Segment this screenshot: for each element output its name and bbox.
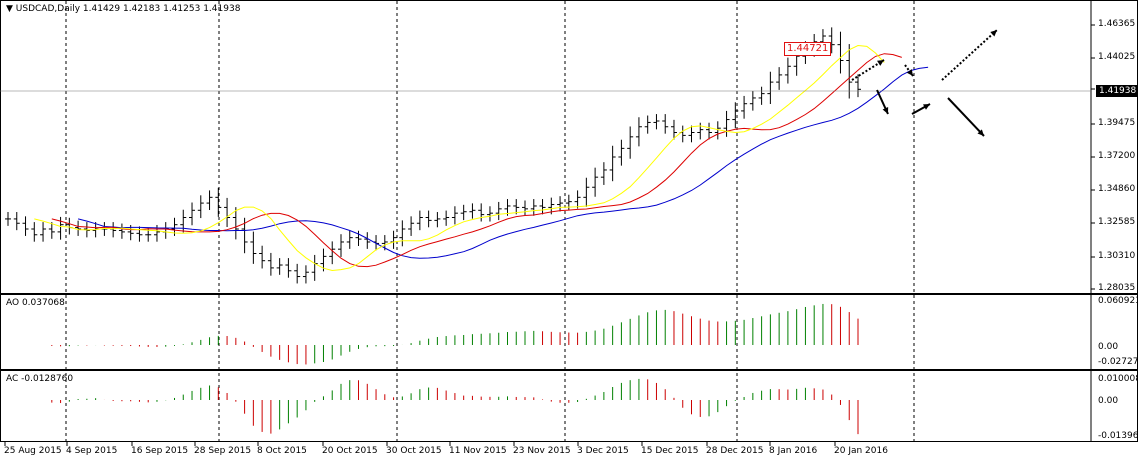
ac-panel[interactable] <box>0 370 1138 442</box>
price-tick-label: 1.30310 <box>1098 251 1136 261</box>
price-tick-label: 1.28035 <box>1098 283 1136 293</box>
ac-axis-zero: 0.00 <box>1098 396 1119 406</box>
date-tick-label: 3 Dec 2015 <box>577 446 629 456</box>
ac-axis-bottom: -0.013965 <box>1098 431 1138 441</box>
annotation-price-box: 1.44721 <box>784 42 832 56</box>
forecast-arrow-up-small-head <box>877 60 884 66</box>
price-tick-label: 1.39475 <box>1098 118 1136 128</box>
price-panel[interactable] <box>0 0 1138 294</box>
forecast-arrow-down-dotted-head <box>906 69 913 76</box>
date-tick-label: 4 Sep 2015 <box>66 446 118 456</box>
high-value: 1.42183 <box>123 4 161 14</box>
forecast-arrow-long-down <box>947 97 985 137</box>
price-tick-label: 1.46365 <box>1098 19 1136 29</box>
price-tick-label: 1.34860 <box>1098 184 1136 194</box>
date-tick-label: 8 Jan 2016 <box>769 446 818 456</box>
ao-axis-top: 0.060923 <box>1098 296 1138 306</box>
date-tick-label: 28 Dec 2015 <box>706 446 764 456</box>
alligator-lips-line <box>34 44 885 272</box>
ao-axis-zero: 0.00 <box>1098 342 1119 352</box>
alligator-teeth-line <box>51 53 902 268</box>
date-tick-label: 16 Sep 2015 <box>131 446 189 456</box>
ao-panel[interactable] <box>0 294 1138 370</box>
ao-label: AO 0.037068 <box>6 298 65 308</box>
forecast-arrow-long-down-head <box>977 129 984 136</box>
current-price-tag: 1.41938 <box>1096 85 1138 97</box>
alligator-jaw-line <box>77 66 929 259</box>
close-value: 1.41938 <box>203 4 241 14</box>
symbol-label: USDCAD,Daily <box>15 4 81 14</box>
forecast-arrow-up-right-head <box>923 104 930 110</box>
price-tick-label: 1.44025 <box>1098 52 1136 62</box>
ac-label: AC -0.0128760 <box>6 374 74 384</box>
price-tick-label: 1.32585 <box>1098 217 1136 227</box>
open-value: 1.41429 <box>82 4 121 14</box>
date-tick-label: 20 Oct 2015 <box>322 446 378 456</box>
low-value: 1.41253 <box>163 4 201 14</box>
date-tick-label: 11 Nov 2015 <box>449 446 507 456</box>
chart-header: ▼ USDCAD,Daily 1.41429 1.42183 1.41253 1… <box>6 4 240 14</box>
date-tick-label: 23 Nov 2015 <box>513 446 571 456</box>
date-tick-label: 20 Jan 2016 <box>834 446 888 456</box>
date-tick-label: 8 Oct 2015 <box>257 446 307 456</box>
date-tick-label: 28 Sep 2015 <box>194 446 252 456</box>
date-tick-label: 25 Aug 2015 <box>4 446 62 456</box>
price-tick-label: 1.37200 <box>1098 151 1136 161</box>
ac-axis-top: 0.010008 <box>1098 374 1138 384</box>
forecast-arrow-down-small-head <box>882 107 889 114</box>
menu-triangle-icon[interactable]: ▼ <box>6 4 13 14</box>
date-tick-label: 30 Oct 2015 <box>386 446 442 456</box>
date-tick-label: 15 Dec 2015 <box>641 446 699 456</box>
ao-axis-bottom: -0.027278 <box>1098 357 1138 367</box>
forecast-arrow-long-up <box>941 29 998 81</box>
forecast-arrow-long-up-head <box>990 30 997 37</box>
